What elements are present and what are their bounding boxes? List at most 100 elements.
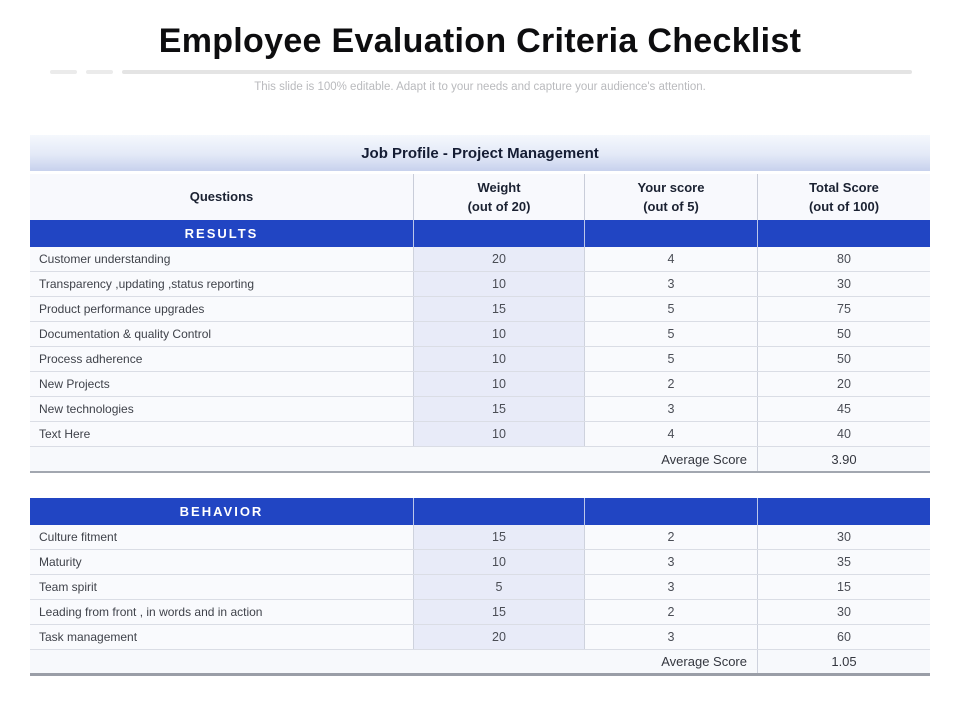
weight-cell: 15 [413,600,584,624]
weight-cell: 10 [413,422,584,446]
section-title: BEHAVIOR [179,504,264,519]
average-score-value: 1.05 [757,650,930,673]
divider-dash [86,70,113,74]
evaluation-table-behavior: BEHAVIOR Culture fitment 15 2 30 Maturity 10 3 3… [30,498,930,676]
table-row: Transparency ,updating ,status reporting… [30,272,930,297]
question-cell: Task management [39,630,138,644]
table-title: Job Profile - Project Management [30,135,930,171]
your-score-cell: 3 [584,397,757,421]
table-row: Process adherence 10 5 50 [30,347,930,372]
total-score-cell: 75 [757,297,930,321]
section-header-cell [584,498,757,525]
your-score-cell: 2 [584,372,757,396]
question-cell: Process adherence [39,352,143,366]
total-score-cell: 35 [757,550,930,574]
weight-cell: 15 [413,397,584,421]
question-cell: Product performance upgrades [39,302,205,316]
table-row: New Projects 10 2 20 [30,372,930,397]
divider-line [122,70,912,74]
total-score-cell: 60 [757,625,930,649]
section-header-cell [584,220,757,247]
your-score-cell: 5 [584,297,757,321]
average-score-row: Average Score 1.05 [30,650,930,676]
weight-cell: 15 [413,525,584,549]
your-score-cell: 2 [584,525,757,549]
weight-cell: 15 [413,297,584,321]
your-score-cell: 4 [584,247,757,271]
your-score-cell: 4 [584,422,757,446]
column-header-questions: Questions [30,174,413,220]
column-header-your-score: Your score (out of 5) [584,174,757,220]
question-cell: Transparency ,updating ,status reporting [39,277,255,291]
section-title: RESULTS [184,226,259,241]
column-header-line: Total Score [809,179,879,195]
behavior-section-body: BEHAVIOR Culture fitment 15 2 30 Maturity 10 3 3… [30,498,930,676]
table-row: Maturity 10 3 35 [30,550,930,575]
average-score-row: Average Score 3.90 [30,447,930,473]
average-score-label: Average Score [661,654,747,669]
section-header-cell [413,498,584,525]
column-header-line: Questions [189,189,254,205]
total-score-cell: 50 [757,347,930,371]
weight-cell: 10 [413,372,584,396]
page-title: Employee Evaluation Criteria Checklist [158,22,802,60]
weight-cell: 10 [413,550,584,574]
your-score-cell: 3 [584,575,757,599]
average-score-value: 3.90 [757,447,930,471]
table-row: Culture fitment 15 2 30 [30,525,930,550]
table-row: New technologies 15 3 45 [30,397,930,422]
total-score-cell: 20 [757,372,930,396]
your-score-cell: 5 [584,322,757,346]
average-score-label: Average Score [661,451,747,467]
total-score-cell: 50 [757,322,930,346]
your-score-cell: 3 [584,550,757,574]
question-cell: Leading from front , in words and in act… [39,605,263,619]
your-score-cell: 3 [584,625,757,649]
question-cell: Text Here [39,427,91,441]
column-header-line: Weight [477,179,521,195]
table-row: Product performance upgrades 15 5 75 [30,297,930,322]
total-score-cell: 80 [757,247,930,271]
question-cell: Customer understanding [39,252,171,266]
weight-cell: 10 [413,322,584,346]
section-header-cell [413,220,584,247]
section-header-cell: RESULTS [30,220,413,247]
divider-dash [50,70,77,74]
question-cell: Team spirit [39,580,98,594]
table-row: Leading from front , in words and in act… [30,600,930,625]
your-score-cell: 5 [584,347,757,371]
section-header-row: RESULTS [30,220,930,247]
column-header-total-score: Total Score (out of 100) [757,174,930,220]
question-cell: Culture fitment [39,530,118,544]
total-score-cell: 30 [757,600,930,624]
your-score-cell: 3 [584,272,757,296]
section-header-cell: BEHAVIOR [30,498,413,525]
weight-cell: 20 [413,247,584,271]
weight-cell: 5 [413,575,584,599]
table-row: Text Here 10 4 40 [30,422,930,447]
table-row: Documentation & quality Control 10 5 50 [30,322,930,347]
title-divider [50,70,912,74]
question-cell: New Projects [39,377,110,391]
question-cell: Maturity [39,555,82,569]
question-cell: New technologies [39,402,134,416]
column-header-line: (out of 5) [643,199,699,214]
weight-cell: 10 [413,347,584,371]
section-header-row: BEHAVIOR [30,498,930,525]
section-header-cell [757,498,930,525]
column-header-line: (out of 20) [467,199,531,214]
column-header-line: Your score [637,179,705,195]
total-score-cell: 30 [757,272,930,296]
table-row: Customer understanding 20 4 80 [30,247,930,272]
evaluation-table-results: Job Profile - Project Management Questio… [30,135,930,473]
weight-cell: 20 [413,625,584,649]
column-header-line: (out of 100) [808,199,880,214]
slide-subtitle: This slide is 100% editable. Adapt it to… [254,81,706,93]
column-header-row: Questions Weight (out of 20) Your score … [30,174,930,220]
table-row: Task management 20 3 60 [30,625,930,650]
section-header-cell [757,220,930,247]
total-score-cell: 30 [757,525,930,549]
total-score-cell: 15 [757,575,930,599]
table-row: Team spirit 5 3 15 [30,575,930,600]
